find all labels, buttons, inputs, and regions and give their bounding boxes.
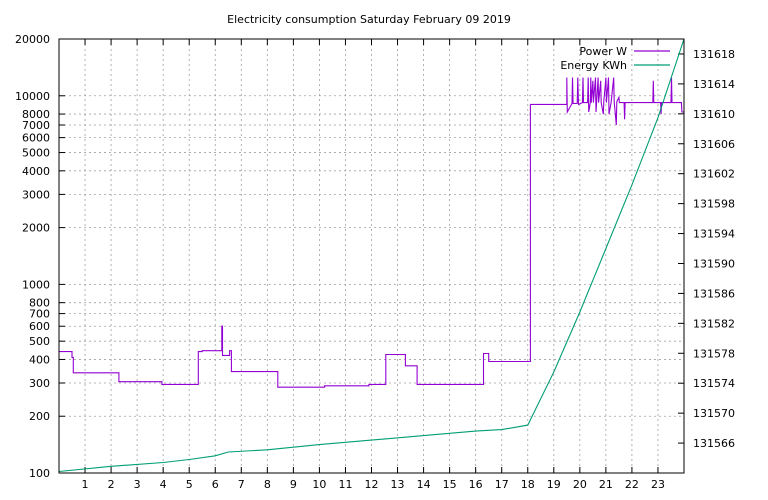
- x-tick-label: 3: [134, 478, 141, 491]
- y-tick-label: 100: [29, 467, 50, 480]
- x-tick-label: 8: [264, 478, 271, 491]
- y-tick-label: 200: [29, 410, 50, 423]
- x-tick-label: 1: [82, 478, 89, 491]
- y2-tick-label: 131606: [693, 138, 735, 151]
- series-group: [58, 38, 685, 473]
- y-tick-label: 20000: [15, 33, 50, 46]
- x-tick-label: 18: [521, 478, 535, 491]
- y-tick-label: 10000: [15, 90, 50, 103]
- legend-label: Energy KWh: [560, 59, 627, 72]
- y2-tick-label: 131582: [693, 317, 735, 330]
- x-tick-label: 4: [160, 478, 167, 491]
- y2-tick-label: 131574: [693, 377, 735, 390]
- y2-tick-label: 131610: [693, 108, 735, 121]
- y-tick-label: 5000: [22, 147, 50, 160]
- y-tick-label: 2000: [22, 222, 50, 235]
- legend-label: Power W: [579, 45, 627, 58]
- y-tick-label: 400: [29, 353, 50, 366]
- chart-title: Electricity consumption Saturday Februar…: [227, 13, 511, 26]
- x-tick-label: 12: [365, 478, 379, 491]
- x-tick-label: 20: [573, 478, 587, 491]
- y2-tick-label: 131614: [693, 78, 735, 91]
- y-tick-label: 800: [29, 297, 50, 310]
- y-tick-label: 8000: [22, 108, 50, 121]
- y-tick-label: 700: [29, 308, 50, 321]
- y-tick-label: 7000: [22, 119, 50, 132]
- x-tick-label: 10: [312, 478, 326, 491]
- y2-tick-label: 131566: [693, 437, 735, 450]
- y2-tick-label: 131570: [693, 407, 735, 420]
- plot-frame: [58, 38, 685, 474]
- y2-tick-label: 131590: [693, 257, 735, 270]
- x-tick-label: 2: [108, 478, 115, 491]
- y-tick-label: 4000: [22, 165, 50, 178]
- axis-ticks: 1 2 3 4 5 6 7 8 9 10 11 12 13 14 15 16 17 18 19 20 21 22 23100…: [15, 33, 735, 491]
- x-tick-label: 21: [599, 478, 613, 491]
- x-tick-label: 9: [290, 478, 297, 491]
- y-tick-label: 500: [29, 335, 50, 348]
- y-tick-label: 6000: [22, 132, 50, 145]
- x-tick-label: 19: [547, 478, 561, 491]
- y2-tick-label: 131594: [693, 228, 735, 241]
- x-tick-label: 16: [469, 478, 483, 491]
- x-tick-label: 7: [238, 478, 245, 491]
- y-tick-label: 600: [29, 320, 50, 333]
- x-tick-label: 5: [186, 478, 193, 491]
- y-tick-label: 300: [29, 377, 50, 390]
- y2-tick-label: 131586: [693, 287, 735, 300]
- series-line-power: [59, 77, 684, 388]
- grid: [59, 39, 684, 473]
- y2-tick-label: 131602: [693, 168, 735, 181]
- y-tick-label: 3000: [22, 188, 50, 201]
- x-tick-label: 14: [417, 478, 431, 491]
- x-tick-label: 13: [391, 478, 405, 491]
- y2-tick-label: 131578: [693, 347, 735, 360]
- y2-tick-label: 131598: [693, 198, 735, 211]
- x-tick-label: 17: [495, 478, 509, 491]
- series-line-energy: [58, 38, 685, 473]
- x-tick-label: 11: [338, 478, 352, 491]
- x-tick-label: 22: [625, 478, 639, 491]
- y-tick-label: 1000: [22, 278, 50, 291]
- x-tick-label: 15: [443, 478, 457, 491]
- x-tick-label: 6: [212, 478, 219, 491]
- y2-tick-label: 131618: [693, 48, 735, 61]
- x-tick-label: 23: [651, 478, 665, 491]
